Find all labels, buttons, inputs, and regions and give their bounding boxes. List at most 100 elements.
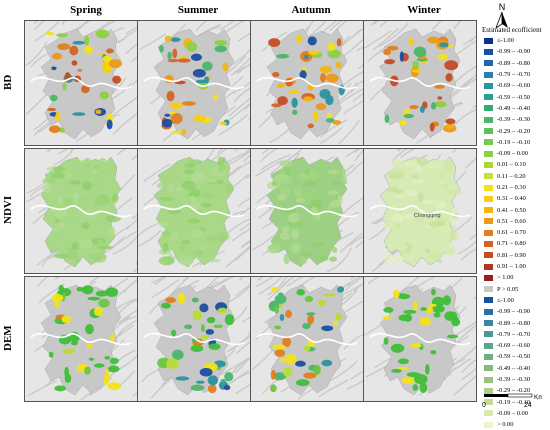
legend: ≤-1.00 -0.99 – -0.90 -0.89 – -0.80 -0.79 – … (484, 35, 530, 430)
legend-label: -0.49 – -0.40 (497, 364, 531, 372)
river (369, 332, 471, 346)
coefficient-patches (268, 286, 345, 393)
coefficient-patches (42, 157, 121, 263)
legend-item: -0.99 – -0.90 (484, 46, 530, 57)
legend-item: 0.11 – 0.20 (484, 171, 530, 182)
legend-title: Estimated ecofficient (482, 26, 542, 34)
coefficient-patches (382, 288, 461, 394)
river (369, 204, 471, 218)
legend-item: 0.51 – 0.60 (484, 216, 530, 227)
legend-swatch (484, 376, 493, 383)
legend-swatch (484, 263, 493, 270)
legend-label: -0.39 – -0.30 (497, 116, 531, 124)
scale-end: 24 (524, 402, 532, 409)
legend-item: 0.61 – 0.70 (484, 227, 530, 238)
legend-label: -0.19 – -0.10 (497, 398, 531, 406)
legend-swatch (484, 387, 493, 394)
legend-label: -0.19 – -0.10 (497, 138, 531, 146)
map-panel-bd-winter (363, 20, 477, 146)
map-panel-ndvi-spring (24, 148, 138, 274)
legend-label: -0.59 – -0.50 (497, 93, 531, 101)
legend-label: 0.81 – 0.90 (497, 251, 526, 259)
legend-label: -0.29 – -0.20 (497, 387, 531, 395)
legend-swatch (484, 308, 493, 315)
legend-swatch (484, 71, 493, 78)
legend-swatch (484, 274, 493, 281)
legend-label: > 0.00 (497, 421, 514, 429)
legend-item: 0.71 – 0.80 (484, 238, 530, 249)
river (30, 76, 132, 90)
legend-item: -0.69 – -0.60 (484, 80, 530, 91)
legend-label: -0.59 – -0.50 (497, 353, 531, 361)
legend-swatch (484, 207, 493, 214)
legend-label: 0.01 – 0.10 (497, 161, 526, 169)
legend-swatch (484, 48, 493, 55)
river (143, 204, 245, 218)
coefficient-patches (266, 160, 348, 265)
scale-bar-graphic: Km (484, 393, 542, 401)
legend-label: > 1.00 (497, 274, 514, 282)
river (30, 204, 132, 218)
legend-swatch (484, 252, 493, 259)
coefficient-patches (157, 293, 235, 394)
legend-label: P > 0.05 (497, 285, 519, 293)
map-panel-ndvi-summer (137, 148, 251, 274)
legend-label: 0.31 – 0.40 (497, 195, 526, 203)
legend-item: -0.39 – -0.30 (484, 114, 530, 125)
legend-swatch (484, 195, 493, 202)
season-header-spring: Spring (70, 4, 102, 16)
study-area (266, 156, 348, 268)
legend-item: 0.81 – 0.90 (484, 250, 530, 261)
legend-swatch (484, 365, 493, 372)
legend-label: -0.99 – -0.90 (497, 48, 531, 56)
river (30, 332, 132, 346)
row-label-dem: DEM (2, 325, 14, 351)
legend-item: ≤-1.00 (484, 295, 530, 306)
legend-item: -0.59 – -0.50 (484, 91, 530, 102)
legend-item: 0.01 – 0.10 (484, 159, 530, 170)
legend-item: -0.49 – -0.40 (484, 363, 530, 374)
north-arrow-icon (495, 11, 508, 30)
legend-swatch (484, 37, 493, 44)
legend-label: ≤-1.00 (497, 296, 514, 304)
coefficient-patches (156, 156, 234, 266)
legend-label: 0.11 – 0.20 (497, 172, 526, 180)
legend-label: 0.61 – 0.70 (497, 229, 526, 237)
map-panel-bd-autumn (250, 20, 364, 146)
scale-bar: Km 0 24 (482, 392, 542, 410)
legend-label: 0.21 – 0.30 (497, 184, 526, 191)
coefficient-patches (45, 29, 122, 133)
legend-swatch (484, 82, 493, 89)
legend-item: -0.09 – 0.00 (484, 148, 530, 159)
legend-item: > 0.00 (484, 419, 530, 430)
season-header-winter: Winter (407, 4, 441, 16)
legend-item: -0.69 – -0.60 (484, 340, 530, 351)
legend-label: 0.71 – 0.80 (497, 240, 526, 248)
legend-label: -0.49 – -0.40 (497, 104, 531, 112)
city-label: Chongqing (414, 213, 441, 219)
map-panel-dem-autumn (250, 276, 364, 402)
map-panel-bd-spring (24, 20, 138, 146)
legend-item: -0.49 – -0.40 (484, 103, 530, 114)
legend-swatch (484, 421, 493, 428)
map-panel-dem-spring (24, 276, 138, 402)
legend-item: 0.31 – 0.40 (484, 193, 530, 204)
coefficient-patches (48, 284, 122, 392)
legend-label: -0.79 – -0.70 (497, 330, 531, 338)
legend-swatch (484, 297, 493, 304)
legend-swatch (484, 161, 493, 168)
coefficient-patches (382, 156, 463, 265)
legend-label: -0.09 – 0.00 (497, 150, 528, 158)
row-label-ndvi: NDVI (2, 195, 14, 225)
legend-swatch (484, 128, 493, 135)
legend-item: > 1.00 (484, 272, 530, 283)
legend-label: -0.29 – -0.20 (497, 127, 531, 135)
legend-swatch (484, 399, 493, 406)
legend-label: -0.69 – -0.60 (497, 342, 531, 350)
legend-swatch (484, 139, 493, 146)
legend-swatch (484, 105, 493, 112)
legend-swatch (484, 410, 493, 417)
map-panel-ndvi-autumn (250, 148, 364, 274)
map-panel-bd-summer (137, 20, 251, 146)
legend-swatch (484, 218, 493, 225)
